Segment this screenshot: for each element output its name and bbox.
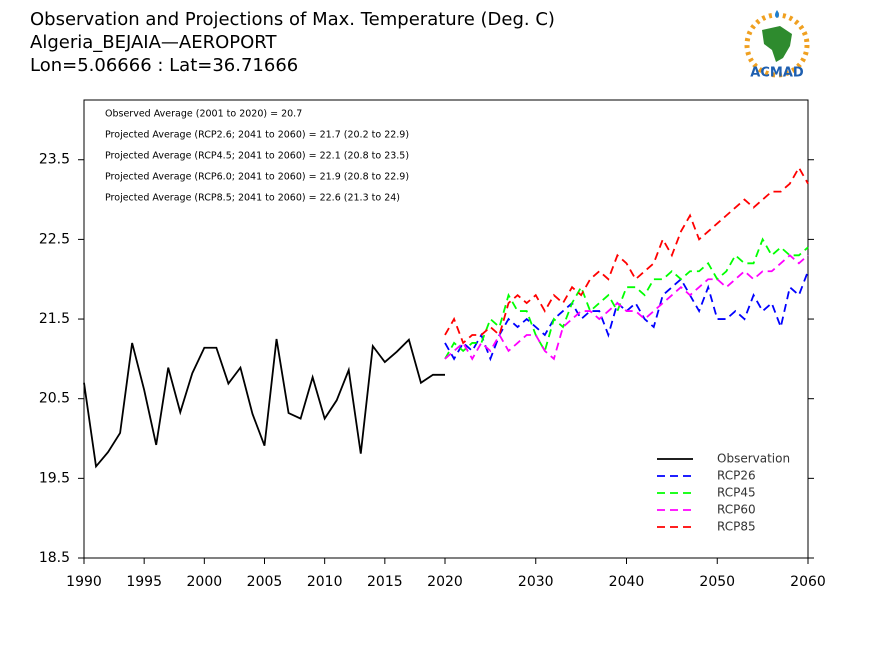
x-tick-label: 2040 bbox=[609, 574, 645, 590]
x-tick-label: 2050 bbox=[699, 574, 735, 590]
annotation: Projected Average (RCP6.0; 2041 to 2060)… bbox=[105, 172, 409, 183]
legend-label: Observation bbox=[717, 452, 790, 466]
annotation: Projected Average (RCP2.6; 2041 to 2060)… bbox=[105, 130, 409, 141]
legend-label: RCP45 bbox=[717, 486, 756, 500]
y-tick-label: 18.5 bbox=[39, 550, 70, 566]
series-line bbox=[444, 165, 809, 345]
logo-africa bbox=[762, 26, 792, 62]
logo: ACMAD bbox=[744, 10, 810, 81]
logo-drop bbox=[775, 10, 779, 18]
x-tick-label: 2010 bbox=[307, 574, 343, 590]
y-tick-label: 19.5 bbox=[39, 470, 70, 486]
annotation: Projected Average (RCP8.5; 2041 to 2060)… bbox=[105, 193, 400, 204]
plot-frame bbox=[83, 99, 809, 559]
x-tick-label: 2000 bbox=[187, 574, 223, 590]
y-tick-label: 23.5 bbox=[39, 152, 70, 168]
legend-label: RCP60 bbox=[717, 503, 756, 517]
series-line bbox=[83, 338, 445, 469]
x-tick-label: 1990 bbox=[66, 574, 102, 590]
chart-title: Lon=5.06666 : Lat=36.71666 bbox=[30, 55, 298, 76]
x-tick-label: 1995 bbox=[126, 574, 162, 590]
y-tick-label: 20.5 bbox=[39, 391, 70, 407]
series-line bbox=[444, 237, 809, 360]
legend-label: RCP85 bbox=[717, 520, 756, 534]
x-tick-label: 2015 bbox=[367, 574, 403, 590]
chart-title: Algeria_BEJAIA—AEROPORT bbox=[30, 32, 277, 53]
legend-label: RCP26 bbox=[717, 469, 756, 483]
annotation: Projected Average (RCP4.5; 2041 to 2060)… bbox=[105, 151, 409, 162]
series-line bbox=[444, 254, 809, 361]
y-tick-label: 22.5 bbox=[39, 231, 70, 247]
x-tick-label: 2020 bbox=[427, 574, 463, 590]
x-tick-label: 2005 bbox=[247, 574, 283, 590]
y-tick-label: 21.5 bbox=[39, 311, 70, 327]
logo-text: ACMAD bbox=[750, 66, 804, 81]
series-line bbox=[444, 270, 809, 362]
x-tick-label: 2060 bbox=[790, 574, 826, 590]
chart-title: Observation and Projections of Max. Temp… bbox=[30, 9, 555, 30]
annotation: Observed Average (2001 to 2020) = 20.7 bbox=[105, 109, 302, 120]
x-tick-label: 2030 bbox=[518, 574, 554, 590]
